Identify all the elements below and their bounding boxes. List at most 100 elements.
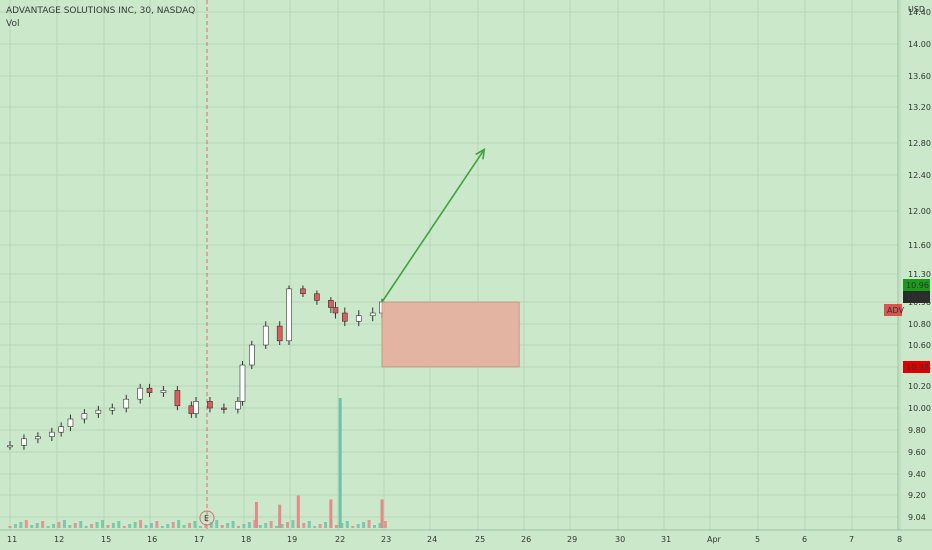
x-tick-label: 26: [521, 535, 531, 544]
x-tick-label: 30: [615, 535, 625, 544]
x-tick-label: 24: [427, 535, 437, 544]
volume-bar: [160, 526, 164, 528]
y-tick-label: 9.20: [908, 491, 926, 500]
stop-price-badge-bg: [903, 361, 930, 373]
x-tick-label: 8: [897, 535, 902, 544]
candle-body: [109, 407, 116, 411]
volume-bar: [373, 525, 377, 528]
candle-body: [300, 288, 306, 295]
x-tick-label: 15: [101, 535, 111, 544]
volume-bar: [237, 526, 241, 528]
volume-bar: [215, 520, 219, 528]
ticker-tag: ADV: [887, 306, 904, 315]
volume-bar: [84, 526, 88, 528]
volume-bar: [35, 523, 39, 528]
stop-price-badge: 10.38: [906, 363, 929, 372]
x-tick-label: 5: [755, 535, 760, 544]
projection-arrow: [381, 148, 485, 303]
volume-bar: [367, 520, 371, 528]
candle-body: [249, 344, 255, 366]
volume-bar: [318, 524, 322, 528]
volume-bar: [362, 522, 366, 528]
candle-body: [193, 401, 199, 414]
volume-bar: [345, 521, 349, 528]
y-tick-label: 11.30: [908, 270, 931, 279]
volume-bar: [380, 499, 384, 528]
y-tick-label: 9.80: [908, 426, 926, 435]
volume-bar: [324, 522, 328, 528]
x-tick-label: 23: [381, 535, 391, 544]
volume-bar: [128, 524, 132, 528]
volume-bar: [133, 522, 137, 528]
candle-body: [341, 312, 348, 322]
volume-bar: [269, 521, 273, 528]
volume-bar: [247, 522, 251, 528]
current-price-badge: 10.96: [906, 293, 929, 302]
volume-bar: [329, 499, 333, 528]
volume-bar: [122, 526, 126, 528]
candle-body: [137, 387, 143, 400]
volume-bar: [356, 524, 360, 528]
candle-body: [81, 413, 88, 420]
y-tick-label: 10.80: [908, 320, 931, 329]
candle-body: [58, 426, 64, 433]
candle-body: [262, 325, 269, 346]
y-tick-label: 9.40: [908, 470, 926, 479]
volume-bar: [182, 525, 186, 528]
volume-bar: [264, 523, 268, 528]
candle-body: [188, 405, 195, 414]
x-tick-label: 6: [802, 535, 807, 544]
y-tick-label: 12.00: [908, 207, 931, 216]
volume-bar: [383, 521, 387, 528]
y-tick-label: 10.00: [908, 404, 931, 413]
projection-arrow-head: [475, 147, 486, 160]
volume-bar: [166, 524, 170, 528]
candle-body: [239, 364, 246, 402]
candle-body: [332, 307, 339, 314]
earnings-event-icon: [199, 510, 215, 526]
symbol-title: ADVANTAGE SOLUTIONS INC, 30, NASDAQ: [6, 6, 196, 16]
volume-bar: [177, 520, 181, 528]
x-tick-label: 19: [287, 535, 297, 544]
candle-body: [355, 315, 362, 322]
volume-bar: [144, 525, 148, 528]
y-tick-label: 13.20: [908, 103, 931, 112]
volume-bar: [30, 525, 34, 528]
x-tick-label: 25: [475, 535, 485, 544]
y-tick-label: 14.00: [908, 40, 931, 49]
volume-bar: [334, 525, 338, 528]
y-tick-label: 14.40: [908, 8, 931, 17]
volume-bar: [106, 525, 110, 528]
y-tick-label: 13.60: [908, 72, 931, 81]
volume-bar: [253, 520, 257, 528]
candle-body: [328, 300, 334, 308]
last-price-badge: 10.96: [906, 281, 929, 290]
volume-bar: [95, 522, 99, 528]
volume-bar: [171, 522, 175, 528]
volume-bar: [378, 523, 382, 528]
candle-body: [67, 418, 74, 427]
candle-body: [35, 436, 41, 440]
candle-body: [174, 390, 181, 407]
current-price-badge-bg: [903, 291, 930, 303]
volume-bar: [340, 523, 344, 528]
y-tick-label: 9.04: [908, 513, 926, 522]
volume-bar: [24, 520, 28, 528]
candle-body: [123, 398, 130, 409]
x-tick-label: 22: [335, 535, 345, 544]
y-tick-label: 12.80: [908, 139, 931, 148]
volume-bar: [242, 524, 246, 528]
volume-bar: [193, 521, 197, 528]
x-tick-label: 16: [147, 535, 157, 544]
volume-bar: [204, 524, 208, 528]
earnings-event-label: E: [204, 514, 209, 523]
candle-body: [21, 438, 27, 446]
candle-body: [314, 293, 320, 301]
volume-bar: [254, 502, 258, 528]
candle-body: [369, 312, 376, 317]
currency-label: USD: [908, 5, 925, 14]
volume-bar: [52, 524, 56, 528]
